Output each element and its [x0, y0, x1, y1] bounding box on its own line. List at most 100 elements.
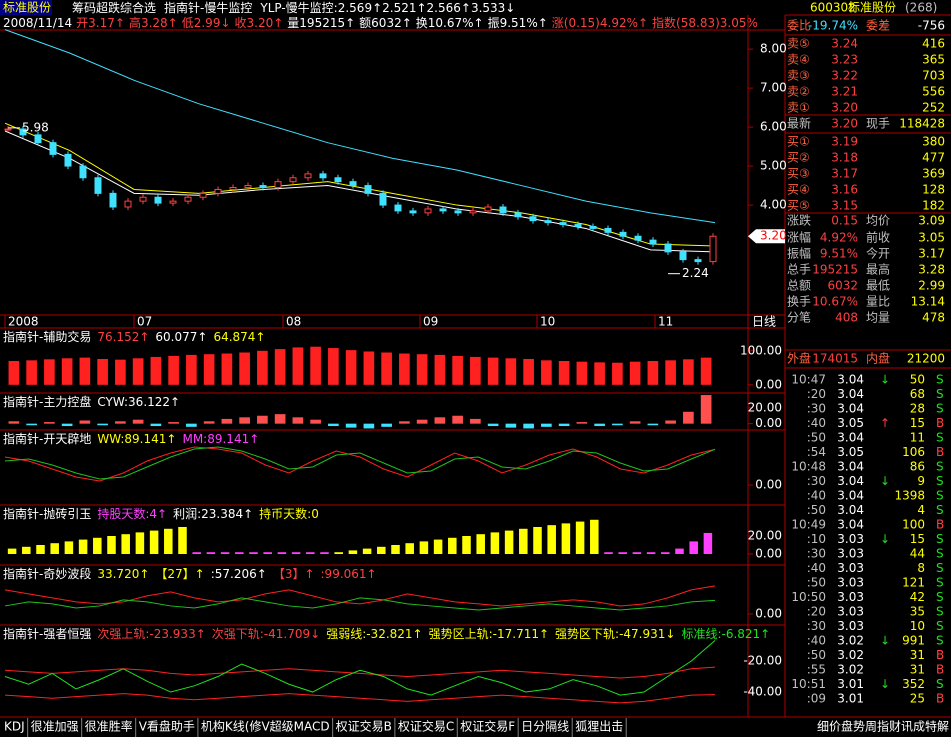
trade-volume: 991: [902, 634, 925, 648]
candle: [229, 187, 237, 190]
trade-time: :30: [807, 547, 826, 561]
stat-value: 2.99: [918, 279, 945, 293]
panel-readout: :99.061↑: [321, 567, 377, 581]
indicator-line: [4, 597, 716, 611]
trade-side: S: [936, 634, 944, 648]
stat-label: 最高: [866, 262, 890, 277]
trade-price: 3.03: [837, 605, 864, 619]
trade-time: 10:51: [791, 677, 826, 691]
indicator-tab[interactable]: KDJ: [4, 720, 25, 734]
indicator-bar: [399, 353, 410, 385]
indicator-bar: [235, 552, 244, 555]
panel-readout: CYW:36.122↑: [97, 395, 180, 409]
trade-volume: 4: [917, 503, 925, 517]
candle: [49, 142, 57, 155]
indicator-tab[interactable]: 很准加强: [31, 720, 79, 734]
order-label: 买⑤: [787, 199, 810, 213]
panel-title: 指南针-奇妙波段 33.720↑ 【27】↑:57.206↑ 【3】↑:99.061↑: [3, 566, 377, 581]
panel-title: 指南针-主力控盘 CYW:36.122↑: [3, 394, 180, 409]
panel-readout: 强势区上轨:-17.711↑: [429, 627, 549, 641]
trade-price: 3.03: [837, 619, 864, 633]
order-volume: 365: [922, 53, 945, 67]
indicator-bar: [470, 418, 481, 424]
panel-readout: 76.152↑: [97, 330, 149, 344]
stat-value: 9.51%: [820, 247, 858, 261]
trade-time: 10:49: [791, 518, 826, 532]
order-label: 买②: [787, 151, 810, 165]
trade-price: 3.04: [837, 431, 864, 445]
trade-volume: 352: [902, 677, 925, 691]
stat-value: -756: [918, 19, 945, 33]
stat-label: 量比: [866, 295, 890, 309]
indicator-bar: [310, 346, 321, 385]
trade-volume: 106: [902, 445, 925, 459]
trade-price: 3.04: [837, 373, 864, 387]
quote-count: (268): [905, 1, 937, 15]
indicator-bar: [541, 423, 552, 427]
indicator-tab[interactable]: 权证交易C: [398, 719, 454, 734]
stat-label: 总手: [787, 263, 811, 277]
candle: [424, 208, 432, 214]
candle: [544, 220, 552, 224]
stat-label: 换手: [787, 295, 811, 309]
candle: [34, 134, 42, 144]
trade-side: S: [936, 677, 944, 691]
candle: [64, 153, 72, 167]
indicator-bar: [277, 552, 287, 555]
indicator-bar: [665, 420, 676, 424]
x-tick-label: 11: [658, 315, 673, 329]
side-tabs[interactable]: 细价盘势周指财讯成特解: [817, 719, 949, 734]
indicator-bar: [433, 539, 443, 555]
panel-name: 指南针-主力控盘: [3, 394, 91, 409]
candle: [379, 192, 387, 206]
stat-value: 3.09: [918, 214, 945, 228]
info-line-item: 涨(0.15)4.92%↑: [552, 15, 648, 30]
panel-readout: 次强下轨:-41.709↓: [212, 627, 320, 641]
header-item-item: YLP-慢牛监控:2.569↑2.521↑2.566↑3.533↓: [259, 0, 515, 15]
trade-volume: 31: [910, 648, 925, 662]
indicator-bar: [391, 545, 400, 555]
info-line: 2008/11/14 开3.17↑ 高3.28↑ 低2.99↓ 收3.20↑ 量19521…: [3, 15, 758, 30]
indicator-bar: [647, 361, 659, 385]
indicator-tab[interactable]: 日分隔线: [521, 720, 569, 734]
indicator-bar: [8, 361, 20, 385]
candle: [589, 225, 597, 229]
y-tick-label: -20.00: [743, 653, 782, 667]
stat-value: 118428: [899, 117, 945, 131]
candle: [109, 192, 117, 208]
indicator-bar: [604, 552, 613, 555]
trade-time: :20: [807, 605, 826, 619]
indicator-bar: [44, 359, 55, 385]
trade-time: :50: [807, 576, 826, 590]
y-tick-label: 4.00: [760, 198, 787, 212]
indicator-bar: [416, 419, 428, 424]
y-tick-label: 20.00: [748, 400, 782, 414]
low-label: 2.24: [682, 266, 709, 280]
indicator-bar: [618, 552, 627, 555]
panel-readout: 强势区下轨:-47.931↓: [555, 627, 675, 641]
indicator-bar: [107, 535, 116, 555]
panel-title: 指南针-开天辟地 WW:89.141↑ MM:89.141↑: [3, 431, 259, 446]
indicator-tab[interactable]: 很准胜率: [85, 719, 133, 734]
candle: [559, 222, 567, 226]
indicator-tab[interactable]: V看盘助手: [139, 719, 195, 734]
indicator-bar: [647, 423, 659, 426]
indicator-bar: [632, 552, 642, 555]
indicator-tab[interactable]: 权证交易B: [336, 719, 392, 734]
stat-label: 分笔: [787, 310, 811, 325]
order-price: 3.21: [831, 85, 858, 99]
indicator-bar: [263, 552, 272, 555]
info-line-item: 额6032↑: [359, 16, 412, 30]
y-tick-label: 20.00: [748, 528, 782, 542]
stat-label: 最新: [787, 116, 811, 131]
trade-side: S: [936, 460, 944, 474]
indicator-bar: [629, 421, 641, 424]
indicator-tab[interactable]: 权证交易F: [460, 719, 515, 734]
indicator-tab[interactable]: 机构K线(修V超级MACD: [201, 719, 330, 734]
indicator-tab[interactable]: 狐狸出击: [575, 720, 623, 734]
panel-title: 指南针-强者恒强 次强上轨:-23.933↑ 次强下轨:-41.709↓ 强弱线:-3…: [3, 626, 770, 641]
trade-arrow: ↓: [880, 677, 890, 691]
trade-time: :40: [807, 489, 826, 503]
panel-name: 指南针-强者恒强: [3, 626, 91, 641]
